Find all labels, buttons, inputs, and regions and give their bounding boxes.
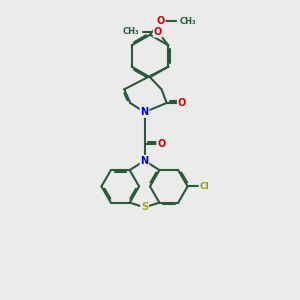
Text: CH₃: CH₃: [122, 27, 139, 36]
Text: O: O: [154, 27, 162, 37]
Text: O: O: [157, 139, 165, 149]
Text: CH₃: CH₃: [179, 16, 196, 26]
Text: O: O: [157, 16, 165, 26]
Text: N: N: [140, 156, 148, 166]
Text: Cl: Cl: [200, 182, 209, 191]
Text: N: N: [140, 107, 148, 117]
Text: O: O: [178, 98, 186, 108]
Text: S: S: [141, 202, 148, 212]
